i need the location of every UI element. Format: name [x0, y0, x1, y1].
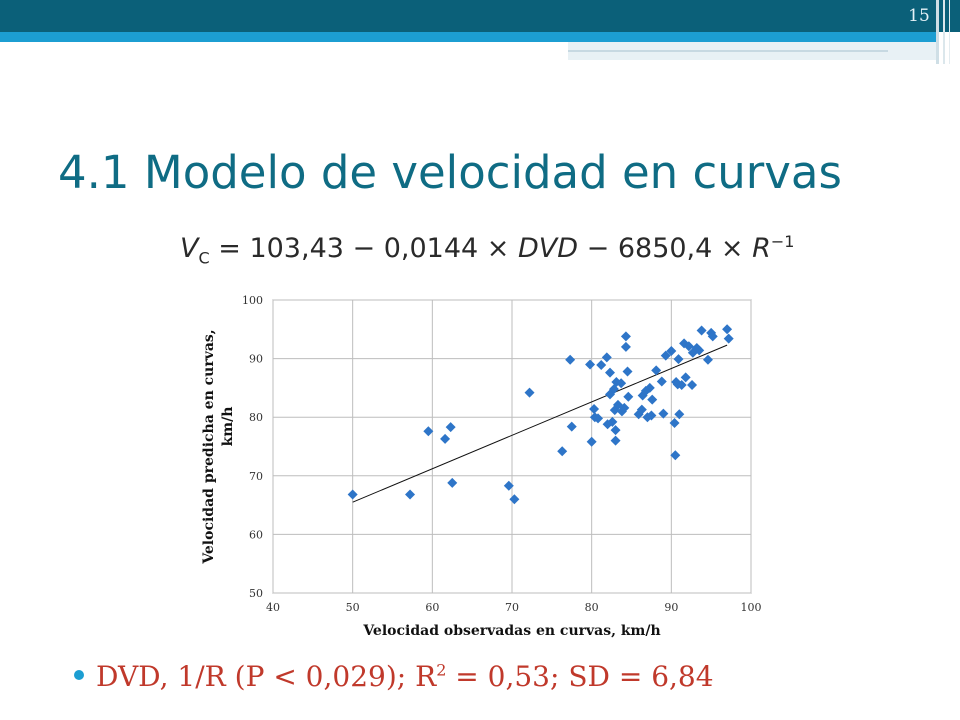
data-point — [524, 387, 535, 398]
data-point — [585, 359, 596, 370]
data-point — [646, 410, 657, 421]
data-point — [670, 450, 681, 461]
bullet-text-post: = 0,53; SD = 6,84 — [446, 660, 714, 693]
data-point — [347, 489, 358, 500]
data-point — [680, 372, 691, 383]
data-point — [604, 367, 615, 378]
data-point — [658, 408, 669, 419]
data-point — [702, 354, 713, 365]
bullet-dot-icon — [74, 669, 84, 680]
data-point — [616, 378, 627, 389]
data-point — [609, 405, 620, 416]
header-light-band — [568, 42, 936, 60]
data-point — [707, 331, 718, 342]
data-point — [445, 422, 456, 433]
data-point — [722, 324, 733, 335]
data-point — [683, 341, 694, 352]
slide-title: 4.1 Modelo de velocidad en curvas — [58, 146, 842, 199]
y-tick-label: 60 — [249, 528, 263, 541]
data-point — [503, 480, 514, 491]
trend-line — [352, 344, 728, 503]
header-divider — [949, 0, 950, 64]
header-accent-bar — [0, 32, 936, 42]
model-formula: VC = 103,43 − 0,0144 × DVD − 6850,4 × R−… — [180, 232, 794, 267]
x-tick-label: 90 — [664, 601, 678, 614]
header-divider — [936, 0, 939, 64]
data-point — [601, 352, 612, 363]
x-tick-label: 40 — [266, 601, 280, 614]
formula-lhs: V — [180, 233, 199, 264]
data-point — [623, 391, 634, 402]
data-point — [666, 345, 677, 356]
data-point — [706, 327, 717, 338]
bullet-superscript: 2 — [436, 660, 447, 680]
data-point — [557, 446, 568, 457]
data-point — [566, 421, 577, 432]
x-axis-label: Velocidad observadas en curvas, km/h — [362, 623, 660, 639]
data-point — [610, 435, 621, 446]
data-point — [660, 350, 671, 361]
x-tick-label: 100 — [741, 601, 762, 614]
data-point — [647, 394, 658, 405]
formula-exponent: −1 — [770, 232, 795, 251]
data-point — [673, 354, 684, 365]
data-point — [622, 366, 633, 377]
data-point — [619, 402, 630, 413]
slide-number: 15 — [908, 6, 930, 26]
data-point — [687, 379, 698, 390]
data-point — [447, 477, 458, 488]
formula-var-r: R — [752, 233, 771, 264]
data-point — [589, 403, 600, 414]
data-point — [696, 325, 707, 336]
data-point — [633, 409, 644, 420]
data-point — [405, 489, 416, 500]
data-point — [596, 360, 607, 371]
data-point — [565, 354, 576, 365]
data-point — [593, 413, 604, 424]
data-point — [656, 376, 667, 387]
y-tick-label: 100 — [242, 294, 263, 307]
data-point — [723, 333, 734, 344]
formula-lhs-subscript: C — [198, 248, 210, 268]
data-point — [644, 382, 655, 393]
y-axis-label: Velocidad predicha en curvas, — [201, 329, 217, 564]
data-point — [620, 341, 631, 352]
y-axis-label-unit: km/h — [220, 407, 236, 447]
data-point — [509, 494, 520, 505]
y-tick-label: 50 — [249, 587, 263, 600]
data-point — [620, 331, 631, 342]
bullet-text-pre: DVD, 1/R (P < 0,029); R — [96, 660, 437, 693]
x-tick-label: 70 — [505, 601, 519, 614]
header-divider — [943, 0, 945, 64]
formula-rhs: = 103,43 − 0,0144 × — [218, 233, 518, 264]
data-point — [694, 345, 705, 356]
stats-bullet: DVD, 1/R (P < 0,029); R2 = 0,53; SD = 6,… — [74, 660, 714, 693]
data-point — [440, 433, 451, 444]
data-point — [607, 416, 618, 427]
data-point — [669, 418, 680, 429]
data-point — [423, 426, 434, 437]
y-tick-label: 90 — [249, 353, 263, 366]
x-tick-label: 60 — [425, 601, 439, 614]
data-point — [586, 436, 597, 447]
header-bar — [0, 0, 960, 32]
x-tick-label: 80 — [585, 601, 599, 614]
formula-mid: − 6850,4 × — [578, 233, 753, 264]
data-point — [651, 365, 662, 376]
data-point — [611, 377, 622, 388]
formula-var-dvd: DVD — [517, 233, 579, 264]
data-point — [608, 384, 619, 395]
y-tick-label: 80 — [249, 411, 263, 424]
data-point — [610, 425, 621, 436]
data-point — [636, 404, 647, 415]
x-tick-label: 50 — [346, 601, 360, 614]
y-tick-label: 70 — [249, 470, 263, 483]
data-point — [642, 412, 653, 423]
data-point — [676, 379, 687, 390]
data-point — [687, 347, 698, 358]
